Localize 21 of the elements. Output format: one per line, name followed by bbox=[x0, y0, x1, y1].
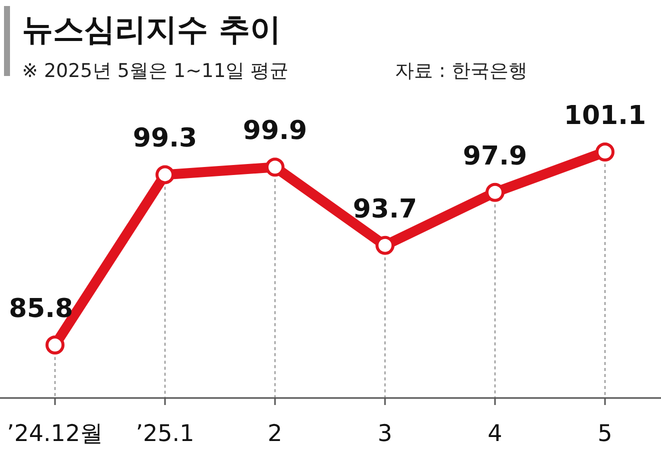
data-label: 101.1 bbox=[564, 101, 646, 131]
data-label: 99.9 bbox=[242, 116, 308, 146]
x-tick-label: 5 bbox=[598, 421, 612, 447]
x-tick-label: 2 bbox=[268, 421, 282, 447]
x-tick-label: 3 bbox=[378, 421, 392, 447]
point bbox=[486, 182, 504, 202]
data-label: 93.7 bbox=[352, 194, 418, 224]
data-label: 85.8 bbox=[8, 294, 74, 324]
x-tick-label: ’25.1 bbox=[136, 421, 194, 447]
data-label: 99.3 bbox=[132, 124, 198, 154]
point bbox=[46, 336, 64, 354]
data-label: 97.9 bbox=[462, 141, 528, 172]
point bbox=[156, 165, 174, 184]
text: 자료 : 한국은행 bbox=[395, 60, 528, 82]
x-tick-label: ’24.12월 bbox=[6, 421, 104, 447]
point bbox=[376, 236, 394, 255]
point bbox=[596, 142, 614, 162]
point bbox=[266, 158, 284, 177]
chart-title: 뉴스심리지수 추이 bbox=[22, 12, 281, 48]
x-tick-label: 4 bbox=[488, 421, 502, 447]
chart-subtitle: ※ 2025년 5월은 1~11일 평균 bbox=[22, 60, 289, 82]
